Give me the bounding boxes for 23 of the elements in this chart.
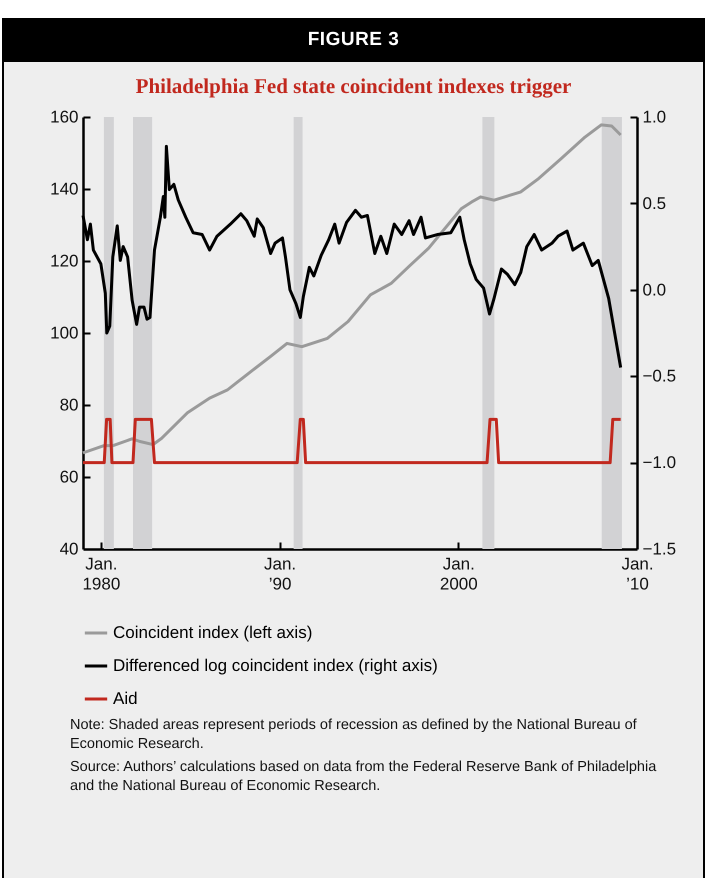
y2-tick-label: 0.0 <box>642 280 666 300</box>
y2-tick-label: 0.5 <box>642 194 666 213</box>
source-note: Source: Authors’ calculations based on data from the Federal Reserve Bank of Philadelphia and the National Bureau of Economic Research. <box>70 758 658 796</box>
x-tick-label: Jan. 1980 <box>82 554 120 594</box>
y-tick-label: 100 <box>50 324 78 342</box>
x-tick-label: Jan. ’90 <box>264 554 296 594</box>
x-tick-label: Jan. 2000 <box>440 554 478 594</box>
y-tick-label: 40 <box>60 540 78 558</box>
y-tick-label: 120 <box>50 252 78 270</box>
y-tick-label: 140 <box>50 180 78 198</box>
y-tick-label: 160 <box>50 108 78 126</box>
y2-tick-label: 1.0 <box>642 108 666 126</box>
chart-title: FIGURE 3 <box>4 18 703 62</box>
legend-label: Aid <box>113 689 138 708</box>
legend-label: Differenced log coincident index (right axis) <box>113 656 438 675</box>
chart-subtitle: Philadelphia Fed state coincident indexes trigger <box>134 74 572 99</box>
y2-tick-label: −0.5 <box>642 366 676 386</box>
line-series <box>82 123 622 454</box>
legend-label: Coincident index (left axis) <box>113 623 312 642</box>
y2-tick-label: −1.0 <box>642 453 676 472</box>
text: Note: Shaded areas represent periods of recession as defined by the National Bureau of Economic Research. <box>70 716 638 754</box>
y-tick-label: 60 <box>60 468 78 486</box>
y-tick-label: 80 <box>60 396 78 414</box>
